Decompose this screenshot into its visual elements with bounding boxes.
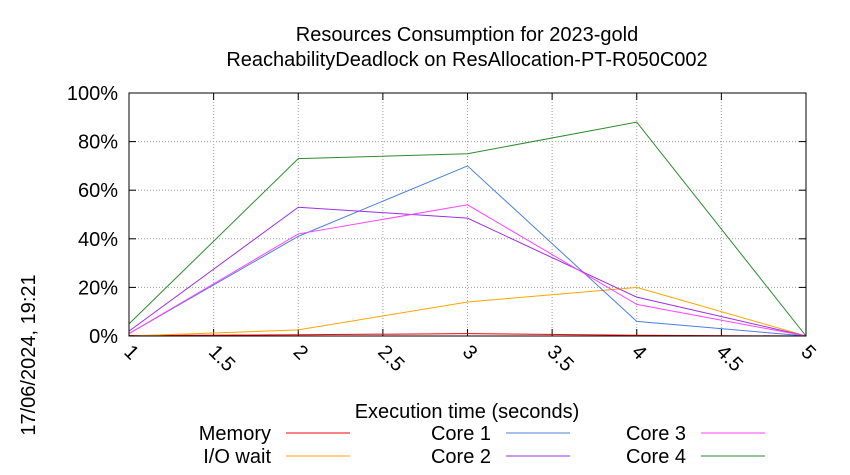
x-tick-label: 1 bbox=[119, 341, 142, 364]
legend-label-core-1: Core 1 bbox=[431, 423, 491, 445]
y-tick-label: 100% bbox=[67, 83, 118, 105]
grid bbox=[129, 93, 806, 336]
timestamp-label: 17/06/2024, 19:21 bbox=[18, 274, 40, 435]
series-line-i-o-wait bbox=[128, 286, 807, 337]
y-tick-label: 20% bbox=[78, 277, 118, 299]
legend-label-core-4: Core 4 bbox=[626, 446, 686, 468]
y-tick-label: 40% bbox=[78, 229, 118, 251]
x-tick-label: 2 bbox=[289, 341, 312, 364]
series-line-core-4 bbox=[128, 121, 807, 337]
series-line-core-2 bbox=[128, 206, 807, 337]
legend-label-core-2: Core 2 bbox=[431, 446, 491, 468]
series-line-core-3 bbox=[128, 204, 807, 337]
x-tick-label: 2.5 bbox=[373, 341, 408, 376]
chart-subtitle: ReachabilityDeadlock on ResAllocation-PT… bbox=[226, 49, 707, 71]
series-lines bbox=[128, 121, 807, 337]
series-line-core-1 bbox=[128, 165, 807, 337]
x-tick-label: 4 bbox=[627, 341, 650, 364]
y-axis-ticks: 0% 20% 40% 60% 80% 100% bbox=[67, 83, 806, 348]
x-axis-label: Execution time (seconds) bbox=[355, 401, 580, 423]
y-tick-label: 0% bbox=[89, 326, 118, 348]
chart-title: Resources Consumption for 2023-gold bbox=[296, 24, 638, 46]
x-tick-label: 3 bbox=[458, 341, 481, 364]
legend-label-i-o-wait: I/O wait bbox=[203, 446, 271, 468]
x-tick-label: 5 bbox=[796, 341, 819, 364]
y-tick-label: 60% bbox=[78, 180, 118, 202]
y-tick-label: 80% bbox=[78, 132, 118, 154]
x-tick-label: 1.5 bbox=[204, 341, 239, 376]
x-tick-label: 3.5 bbox=[543, 341, 578, 376]
legend-label-core-3: Core 3 bbox=[626, 423, 686, 445]
x-tick-label: 4.5 bbox=[712, 341, 747, 376]
plot-frame bbox=[128, 92, 807, 337]
legend-label-memory: Memory bbox=[199, 423, 271, 445]
